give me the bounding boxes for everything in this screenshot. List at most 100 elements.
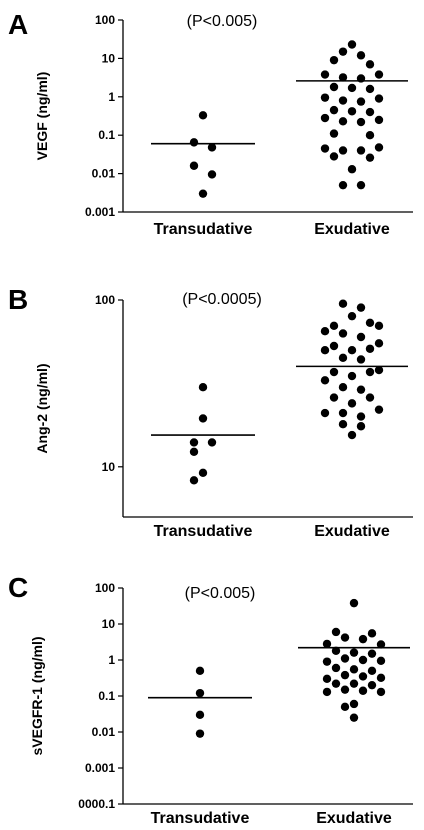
data-point (329, 129, 339, 138)
y-tick-label: 0.1 (98, 689, 115, 703)
data-point (347, 346, 357, 355)
data-point (376, 640, 386, 649)
data-point (374, 321, 384, 331)
data-point (340, 654, 350, 663)
y-tick-label: 0.01 (92, 725, 116, 739)
data-point (347, 83, 357, 93)
data-point (365, 107, 375, 117)
y-axis-label: Ang-2 (ng/ml) (34, 363, 50, 453)
data-point (320, 346, 330, 355)
data-point (207, 438, 217, 447)
data-point (338, 47, 348, 56)
y-tick-label: 0.01 (92, 167, 116, 181)
data-point (367, 666, 377, 676)
data-point (356, 355, 366, 364)
panel-letter: C (8, 572, 28, 603)
y-tick-label: 10 (102, 51, 116, 65)
data-point (347, 311, 357, 321)
x-category-label: Exudative (316, 810, 392, 827)
data-point (331, 679, 341, 688)
data-point (189, 476, 199, 485)
y-tick-label: 0000.1 (78, 797, 115, 811)
data-point (374, 339, 384, 348)
data-point (367, 649, 377, 658)
data-point (338, 408, 348, 418)
data-point (329, 321, 339, 331)
data-point (356, 146, 366, 155)
data-point (320, 408, 330, 418)
data-point (347, 371, 357, 381)
data-point (347, 40, 357, 49)
data-point (322, 657, 332, 666)
data-point (376, 673, 386, 683)
data-point (338, 117, 348, 126)
data-point (349, 665, 359, 674)
data-point (349, 699, 359, 709)
data-point (207, 143, 217, 152)
data-point (195, 729, 205, 738)
data-point (198, 414, 208, 423)
y-tick-label: 0.001 (85, 205, 115, 219)
chart-panel-c: C (P<0.005) 100 10 1 0.1 0.01 0.001 0000.1 sVEGFR… (8, 572, 413, 827)
y-tick-label: 0.001 (85, 761, 115, 775)
data-point (329, 152, 339, 161)
data-point (322, 674, 332, 684)
data-point (189, 447, 199, 456)
y-axis-label: sVEGFR-1 (ng/ml) (29, 636, 45, 755)
data-point (347, 107, 357, 116)
data-point (320, 70, 330, 79)
data-point (349, 598, 359, 608)
data-point (349, 679, 359, 688)
x-category-label: Transudative (154, 523, 253, 540)
data-point (207, 170, 217, 179)
y-tick-label: 0.1 (98, 128, 115, 142)
data-point (347, 165, 357, 174)
data-point (347, 430, 357, 440)
y-tick-label: 10 (102, 617, 116, 631)
data-point (340, 633, 350, 642)
data-point (331, 646, 341, 656)
data-point (338, 420, 348, 429)
data-point (338, 96, 348, 105)
data-point (338, 180, 348, 190)
data-point (320, 93, 330, 102)
data-point (365, 131, 375, 140)
data-point (198, 189, 208, 198)
data-point (365, 393, 375, 402)
data-point (331, 663, 341, 673)
data-point (356, 412, 366, 421)
data-point (376, 687, 386, 697)
data-point (365, 60, 375, 69)
data-point (374, 365, 384, 375)
data-point (340, 702, 350, 712)
panel-letter: A (8, 9, 28, 40)
data-point (347, 399, 357, 408)
data-point (356, 117, 366, 127)
data-point (329, 55, 339, 65)
p-value-annotation: (P<0.0005) (182, 291, 262, 308)
data-point (367, 680, 377, 690)
data-point (320, 144, 330, 153)
data-point (356, 385, 366, 394)
p-value-annotation: (P<0.005) (187, 13, 258, 30)
y-tick-label: 100 (95, 293, 115, 307)
data-point (376, 656, 386, 666)
data-point (338, 146, 348, 155)
data-point (358, 655, 368, 665)
data-point (189, 438, 199, 447)
data-point (189, 138, 199, 147)
data-point (365, 153, 375, 162)
data-point (338, 329, 348, 338)
data-point (198, 468, 208, 478)
data-point (349, 648, 359, 657)
data-point (329, 393, 339, 402)
data-point (198, 111, 208, 120)
data-point (356, 422, 366, 431)
data-point (367, 629, 377, 638)
data-point (329, 82, 339, 92)
data-point (374, 70, 384, 79)
data-point (356, 332, 366, 342)
data-point (358, 634, 368, 644)
chart-panel-a: A (P<0.005) 100 10 1 0.1 0.01 0.001 VEGF (ng/ml)… (8, 9, 413, 238)
y-tick-label: 100 (95, 581, 115, 595)
